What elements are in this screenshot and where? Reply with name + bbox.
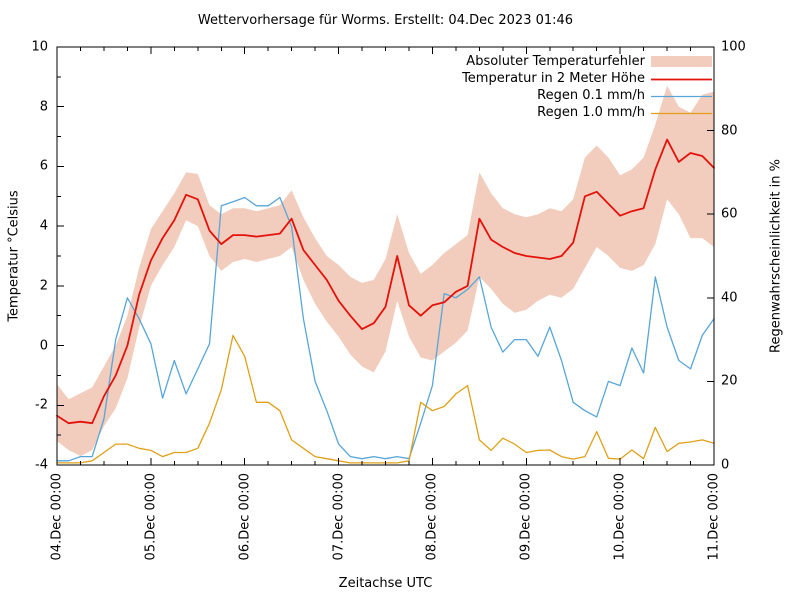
y-left-tick-label: -4 xyxy=(35,457,48,473)
x-tick-label: 04.Dec 00:00 xyxy=(49,473,65,561)
x-tick-label: 07.Dec 00:00 xyxy=(331,473,347,561)
y-right-tick-label: 20 xyxy=(721,373,738,389)
y-right-tick-label: 0 xyxy=(721,457,730,473)
legend-label-rain10: Regen 1.0 mm/h xyxy=(537,105,645,120)
legend-label-temperature: Temperatur in 2 Meter Höhe xyxy=(462,71,645,86)
y-axis-label-right: Regenwahrscheinlichkeit in % xyxy=(768,159,784,353)
legend-label-band: Absoluter Temperaturfehler xyxy=(466,54,645,69)
x-tick-label: 11.Dec 00:00 xyxy=(706,473,722,561)
x-tick-label: 08.Dec 00:00 xyxy=(424,473,440,561)
y-axis-label-left: Temperatur °Celsius xyxy=(6,190,22,322)
y-left-tick-label: 0 xyxy=(39,338,48,354)
y-left-tick-label: 8 xyxy=(39,99,48,115)
chart-title: Wettervorhersage für Worms. Erstellt: 04… xyxy=(197,13,574,28)
y-left-tick-label: -2 xyxy=(35,397,48,413)
y-left-tick-label: 10 xyxy=(31,39,48,55)
x-tick-label: 06.Dec 00:00 xyxy=(237,473,253,561)
legend-label-rain01: Regen 0.1 mm/h xyxy=(537,88,645,103)
y-right-tick-label: 80 xyxy=(721,123,738,139)
x-tick-label: 09.Dec 00:00 xyxy=(518,473,534,561)
x-tick-label: 10.Dec 00:00 xyxy=(612,473,628,561)
y-right-tick-label: 40 xyxy=(721,290,738,306)
y-right-tick-label: 60 xyxy=(721,206,738,222)
y-left-tick-label: 2 xyxy=(39,278,48,294)
x-tick-label: 05.Dec 00:00 xyxy=(143,473,159,561)
y-right-tick-label: 100 xyxy=(721,39,746,55)
x-axis-label: Zeitachse UTC xyxy=(338,576,433,591)
y-left-tick-label: 6 xyxy=(39,158,48,174)
y-left-tick-label: 4 xyxy=(39,218,48,234)
